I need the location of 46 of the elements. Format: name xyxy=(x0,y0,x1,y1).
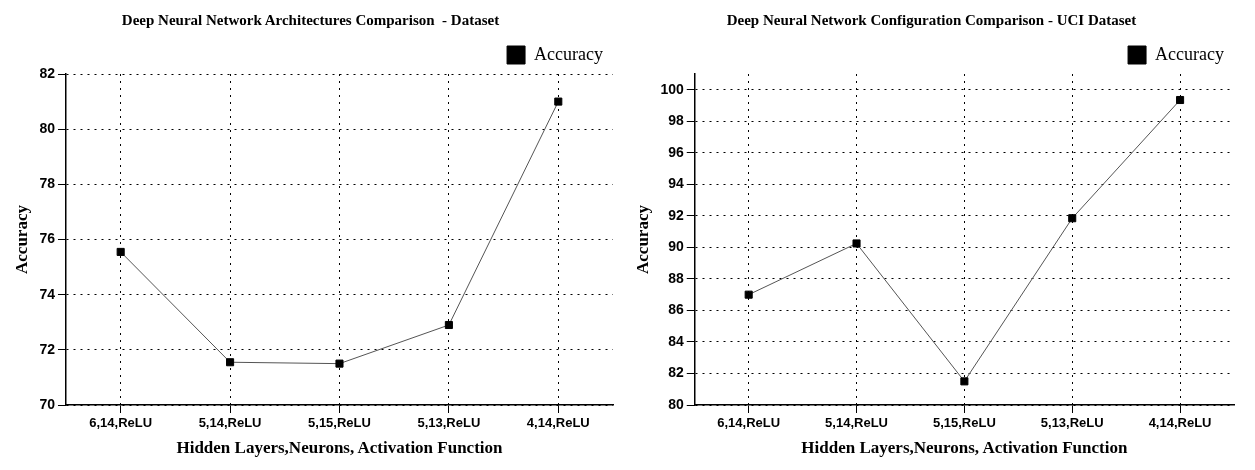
x-tick-label: 5,14,ReLU xyxy=(825,415,888,431)
point xyxy=(444,320,453,330)
x-axis-title: Hidden Layers,Neurons, Activation Function xyxy=(176,438,504,458)
x-tick-label: 5,14,ReLU xyxy=(198,415,262,431)
y-tick-label: 72 xyxy=(39,340,56,357)
y-tick-label: 78 xyxy=(39,175,56,192)
x-tick-label: 6,14,ReLU xyxy=(717,415,781,431)
legend-label: Accuracy xyxy=(534,43,603,64)
x-tick-label: 5,15,ReLU xyxy=(308,415,371,431)
y-tick-label: 92 xyxy=(668,206,684,223)
y-tick-label: 86 xyxy=(668,301,684,318)
y-tick-label: 80 xyxy=(39,120,56,137)
x-tick-label: 5,15,ReLU xyxy=(932,415,996,431)
y-tick-label: 70 xyxy=(39,395,56,412)
point xyxy=(852,239,861,248)
y-tick-label: 76 xyxy=(39,230,56,247)
point xyxy=(1068,214,1077,223)
y-tick-label: 88 xyxy=(668,269,684,286)
x-tick-label: 4,14,ReLU xyxy=(526,415,590,431)
legend-label: Accuracy xyxy=(1155,43,1224,64)
point xyxy=(554,97,563,106)
chart-title: Deep Neural Network Configuration Comparison - UCI Dataset xyxy=(726,11,1137,28)
point xyxy=(1176,95,1185,105)
y-tick-label: 82 xyxy=(39,64,56,81)
point xyxy=(116,247,125,256)
y-tick-label: 90 xyxy=(668,238,684,255)
point xyxy=(226,358,235,367)
x-tick-label: 5,13,ReLU xyxy=(1040,415,1104,431)
y-tick-label: 98 xyxy=(668,112,684,129)
y-tick-label: 82 xyxy=(668,364,684,381)
chart-title: Deep Neural Network Architectures Comparison - Dataset xyxy=(121,11,500,28)
x-tick-label: 6,14,ReLU xyxy=(89,415,153,431)
y-tick-label: 96 xyxy=(668,143,684,160)
point xyxy=(960,377,969,386)
point xyxy=(335,359,344,368)
x-tick-label: 5,13,ReLU xyxy=(417,415,481,431)
x-axis-title: Hidden Layers,Neurons, Activation Function xyxy=(801,438,1128,458)
y-tick-label: 74 xyxy=(39,285,56,302)
y-axis-title: Accuracy xyxy=(11,204,31,274)
point xyxy=(744,290,753,299)
y-tick-label: 100 xyxy=(660,80,684,97)
y-tick-label: 84 xyxy=(668,332,684,349)
y-axis-title: Accuracy xyxy=(632,204,652,274)
y-tick-label: 94 xyxy=(668,175,684,192)
x-tick-label: 4,14,ReLU xyxy=(1148,415,1212,431)
y-tick-label: 80 xyxy=(668,395,684,412)
